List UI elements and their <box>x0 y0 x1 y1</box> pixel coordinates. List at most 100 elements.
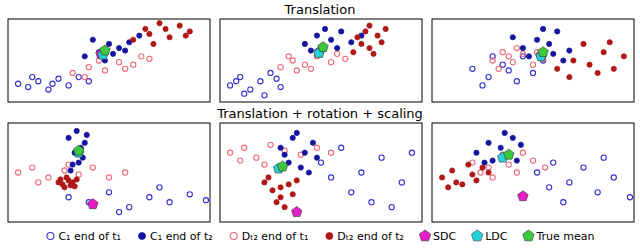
point <box>238 75 243 80</box>
series: True mean <box>73 145 83 155</box>
series: C₁ end of t₂ <box>82 33 142 63</box>
point <box>274 200 279 205</box>
point <box>157 185 162 190</box>
point <box>555 29 560 34</box>
point <box>547 185 552 190</box>
point <box>530 158 535 163</box>
point <box>187 192 192 197</box>
legend-marker <box>326 233 333 240</box>
point <box>383 26 388 31</box>
series: C₁ end of t₂ <box>278 130 320 175</box>
point <box>74 128 79 133</box>
point <box>131 37 136 42</box>
point <box>127 205 132 210</box>
point <box>500 50 505 55</box>
point <box>607 40 612 45</box>
point <box>36 180 41 185</box>
point <box>151 41 156 46</box>
point <box>306 170 311 175</box>
point <box>510 35 515 40</box>
point <box>62 185 67 190</box>
legend-marker <box>230 233 237 240</box>
point <box>66 195 71 200</box>
point <box>621 54 626 59</box>
point <box>478 170 483 175</box>
row-title: Translation <box>284 2 356 17</box>
point <box>16 81 21 86</box>
point <box>88 199 98 209</box>
point <box>68 183 73 188</box>
point <box>379 40 384 45</box>
point <box>76 75 81 80</box>
series: Dₜ₂ end of t₂ <box>56 175 79 190</box>
point <box>234 79 239 84</box>
point <box>318 160 323 165</box>
point <box>123 48 128 53</box>
legend-item: C₁ end of t₂ <box>139 230 213 243</box>
point <box>518 142 523 147</box>
point <box>490 175 495 180</box>
point <box>282 152 287 157</box>
point <box>258 79 263 84</box>
point <box>137 33 142 38</box>
point <box>298 165 303 170</box>
point <box>329 150 334 155</box>
point <box>266 175 271 180</box>
series: C₁ end of t₂ <box>302 26 364 54</box>
series: Dₜ₂ end of t₁ <box>278 51 348 73</box>
series: True mean <box>504 149 514 159</box>
point <box>466 162 471 167</box>
point <box>36 79 41 84</box>
point <box>371 51 376 56</box>
point <box>278 84 283 89</box>
point <box>355 35 360 40</box>
series: C₁ end of t₂ <box>66 128 89 173</box>
point <box>510 135 515 140</box>
point <box>278 65 283 70</box>
series: True mean <box>538 47 548 57</box>
point <box>46 175 51 180</box>
point <box>335 45 340 50</box>
point <box>530 70 535 75</box>
point <box>123 170 128 175</box>
point <box>62 168 67 173</box>
point <box>561 58 566 63</box>
point <box>460 182 465 187</box>
legend-item: SDC <box>419 230 456 243</box>
point <box>349 40 354 45</box>
point <box>167 200 172 205</box>
point <box>329 37 334 42</box>
point <box>277 161 287 171</box>
series: True mean <box>277 161 287 171</box>
plot-area: C₁ end of t₁Dₜ₂ end of t₁C₁ end of t₂Dₜ₂… <box>470 26 627 88</box>
point <box>90 37 95 42</box>
point <box>587 62 592 67</box>
series: SDC <box>88 199 98 209</box>
point <box>110 51 115 56</box>
point <box>302 41 307 46</box>
plot-area: C₁ end of t₁Dₜ₂ end of t₁C₁ end of t₂Dₜ₂… <box>228 130 415 216</box>
point <box>46 87 51 92</box>
point <box>514 45 519 50</box>
point <box>518 191 528 201</box>
point <box>601 155 606 160</box>
point <box>399 180 404 185</box>
point <box>248 87 253 92</box>
point <box>262 180 267 185</box>
point <box>90 165 95 170</box>
point <box>290 192 295 197</box>
point <box>117 60 122 65</box>
plot-background <box>220 19 422 102</box>
point <box>329 175 334 180</box>
point <box>379 155 384 160</box>
point <box>294 130 299 135</box>
point <box>526 54 531 59</box>
point <box>367 45 372 50</box>
plot-area: C₁ end of t₁Dₜ₂ end of t₁C₁ end of t₂Dₜ₂… <box>228 23 389 98</box>
point <box>157 21 162 26</box>
point <box>56 76 61 81</box>
point <box>514 79 519 84</box>
plot-area: C₁ end of t₁Dₜ₂ end of t₁C₁ end of t₂Dₜ₂… <box>16 128 209 214</box>
point <box>318 42 328 52</box>
plot-frame <box>432 123 634 222</box>
